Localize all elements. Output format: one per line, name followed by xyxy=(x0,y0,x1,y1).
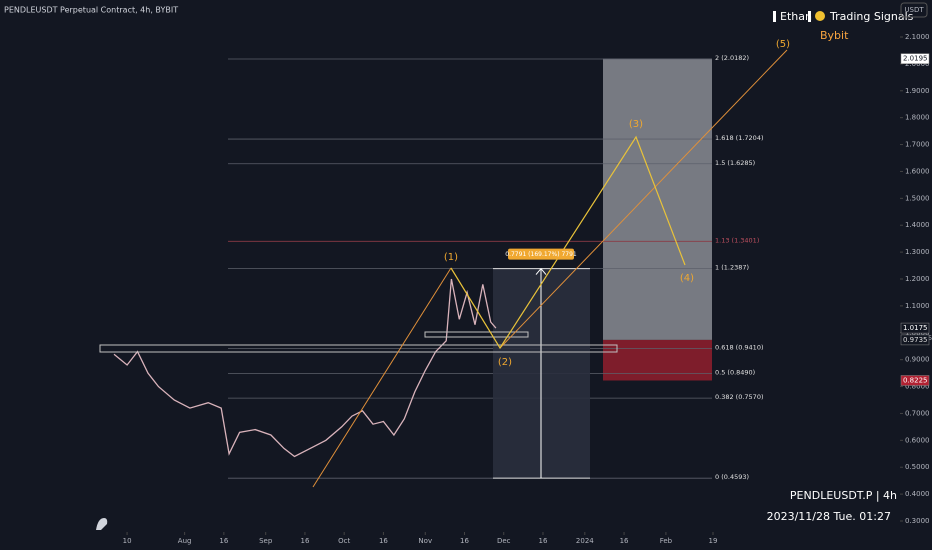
fib-label: 0.5 (0.8490) xyxy=(715,368,755,376)
arrow-head xyxy=(535,267,547,275)
stop-price: 0.8225 xyxy=(903,377,928,385)
y-tick-label: 1.9000 xyxy=(905,87,930,95)
measure-label-box xyxy=(508,248,574,260)
fib-label: 2 (2.0182) xyxy=(715,54,749,62)
y-tick-label: 0.3000 xyxy=(905,517,930,525)
y-tick-label: 1.5000 xyxy=(905,194,930,202)
wave-label: (1) xyxy=(444,252,458,263)
y-tick-label: 1.2000 xyxy=(905,275,930,283)
x-tick-label: 16 xyxy=(379,537,388,545)
entry-price: 0.9735 xyxy=(903,336,928,344)
wave-label: (4) xyxy=(680,273,694,284)
wave-line xyxy=(312,267,452,488)
x-tick-label: Sep xyxy=(259,537,273,545)
target-zone xyxy=(603,58,712,340)
y-tick-label: 1.4000 xyxy=(905,221,930,229)
x-tick-label: 16 xyxy=(219,537,228,545)
y-tick-label: 0.6000 xyxy=(905,436,930,444)
x-tick-label: 16 xyxy=(620,537,629,545)
entry-price-box xyxy=(900,334,930,346)
wave-label: (2) xyxy=(498,357,512,368)
wave-line xyxy=(499,49,788,349)
footer-time: 2023/11/28 Tue. 01:27 xyxy=(767,510,891,523)
wave-label: (3) xyxy=(629,119,643,130)
y-tick-label: 1.6000 xyxy=(905,167,930,175)
fib-label: 0.382 (0.7570) xyxy=(715,393,764,401)
y-tick-label: 0.7000 xyxy=(905,409,930,417)
stop-price-box xyxy=(900,375,930,386)
x-tick-label: 16 xyxy=(539,537,548,545)
x-tick-label: Aug xyxy=(178,537,192,545)
x-tick-label: 10 xyxy=(123,537,132,545)
brand-bar xyxy=(773,11,776,22)
y-tick-label: 1.8000 xyxy=(905,114,930,122)
target-price: 2.0195 xyxy=(903,55,928,63)
currency-box[interactable] xyxy=(900,2,928,18)
zone-box xyxy=(424,331,529,338)
footer-symbol: PENDLEUSDT.P | 4h xyxy=(790,489,897,502)
logo xyxy=(96,518,108,530)
wave-zigzag xyxy=(450,135,686,350)
x-tick-label: 16 xyxy=(300,537,309,545)
currency[interactable]: USDT xyxy=(904,6,924,14)
fib-label: 1.13 (1.3401) xyxy=(715,236,759,244)
y-tick-label: 1.7000 xyxy=(905,141,930,149)
zone-box xyxy=(99,344,618,353)
x-tick-label: 16 xyxy=(460,537,469,545)
measure-label: 0.7791 (169.17%) 7791 xyxy=(505,251,577,258)
fib-label: 1 (1.2387) xyxy=(715,264,749,272)
last-price: 1.0175 xyxy=(903,324,928,332)
brand-tag: Trading Signals xyxy=(829,10,914,23)
brand-name: Ethan xyxy=(780,10,812,23)
x-tick-label: Dec xyxy=(497,537,511,545)
y-tick-label: 1.1000 xyxy=(905,302,930,310)
exchange: Bybit xyxy=(820,29,849,42)
y-tick-label: 0.5000 xyxy=(905,463,930,471)
x-tick-label: Nov xyxy=(418,537,432,545)
y-tick-label: 2.1000 xyxy=(905,33,930,41)
x-tick-label: 19 xyxy=(709,537,718,545)
last-price-box xyxy=(900,322,930,334)
x-tick-label: 2024 xyxy=(576,537,594,545)
price-line xyxy=(113,278,497,458)
fib-label: 1.5 (1.6285) xyxy=(715,159,755,167)
stop-zone xyxy=(603,339,712,381)
brand-bar xyxy=(808,11,811,22)
fib-label: 0.618 (0.9410) xyxy=(715,344,764,352)
wave-label: (5) xyxy=(776,39,790,50)
fib-label: 0 (0.4593) xyxy=(715,473,749,481)
target-price-box xyxy=(900,53,930,64)
chart-title: PENDLEUSDT Perpetual Contract, 4h, BYBIT xyxy=(4,6,178,15)
x-tick-label: Feb xyxy=(660,537,673,545)
fib-label: 1.618 (1.7204) xyxy=(715,134,764,142)
y-tick-label: 0.9000 xyxy=(905,356,930,364)
y-tick-label: 1.3000 xyxy=(905,248,930,256)
x-tick-label: Oct xyxy=(338,537,350,545)
y-tick-label: 0.8000 xyxy=(905,383,930,391)
annotations xyxy=(99,49,788,488)
brand-coin xyxy=(815,11,825,21)
y-tick-label: 0.4000 xyxy=(905,490,930,498)
